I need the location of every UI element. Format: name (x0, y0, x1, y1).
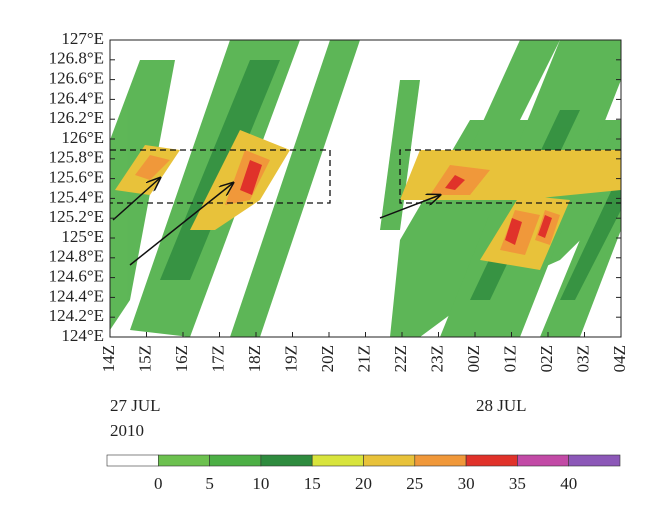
y-tick-label: 124.4°E (49, 286, 104, 305)
x-tick-label: 16Z (172, 345, 191, 372)
colorbar-label: 30 (458, 474, 475, 493)
colorbar-label: 5 (205, 474, 214, 493)
x-tick-label: 15Z (135, 345, 154, 372)
x-tick-label: 14Z (99, 345, 118, 372)
y-tick-label: 124.2°E (49, 306, 104, 325)
y-tick-label: 126.6°E (49, 69, 104, 88)
x-tick-label: 22Z (391, 345, 410, 372)
field (110, 40, 621, 337)
y-tick-label: 124.8°E (49, 247, 104, 266)
colorbar-label: 10 (252, 474, 269, 493)
x-tick-label: 17Z (208, 345, 227, 372)
x-tick-label: 21Z (354, 345, 373, 372)
y-tick-label: 126°E (61, 128, 104, 147)
date-label: 2010 (110, 421, 144, 440)
y-tick-label: 126.8°E (49, 49, 104, 68)
x-tick-label: 01Z (500, 345, 519, 372)
colorbar-swatch (158, 454, 210, 467)
colorbar-label: 35 (509, 474, 526, 493)
arrows (112, 178, 440, 266)
x-tick-label: 03Z (573, 345, 592, 372)
colorbar-label: 25 (406, 474, 423, 493)
y-tick-label: 125.2°E (49, 207, 104, 226)
colorbar-swatch (414, 454, 467, 467)
colorbar-swatch (260, 454, 313, 467)
y-tick-label: 125.8°E (49, 148, 104, 167)
colorbar-swatch (568, 454, 621, 467)
x-tick-label: 00Z (464, 345, 483, 372)
y-tick-label: 124°E (61, 326, 104, 345)
colorbar-swatch (311, 454, 364, 467)
y-tick-label: 126.4°E (49, 88, 104, 107)
date-label: 27 JUL (110, 396, 161, 415)
colorbar-label: 15 (304, 474, 321, 493)
colorbar-label: 40 (560, 474, 577, 493)
colorbar-swatch (465, 454, 518, 467)
y-tick-label: 124.6°E (49, 267, 104, 286)
x-tick-label: 23Z (427, 345, 446, 372)
y-tick-label: 125°E (61, 227, 104, 246)
colorbar-swatch (209, 454, 262, 467)
colorbar-swatch (517, 454, 570, 467)
x-tick-label: 20Z (318, 345, 337, 372)
date-label: 28 JUL (476, 396, 527, 415)
x-tick-label: 02Z (537, 345, 556, 372)
colorbar-label: 20 (355, 474, 372, 493)
x-tick-label: 04Z (610, 345, 629, 372)
boxes (110, 149, 621, 204)
y-tick-label: 125.6°E (49, 168, 104, 187)
y-tick-label: 127°E (61, 29, 104, 48)
y-tick-label: 126.2°E (49, 108, 104, 127)
x-tick-label: 18Z (245, 345, 264, 372)
y-tick-label: 125.4°E (49, 187, 104, 206)
x-tick-label: 19Z (281, 345, 300, 372)
colorbar-swatch (106, 454, 159, 467)
colorbar-swatch (363, 454, 416, 467)
colorbar-label: 0 (154, 474, 163, 493)
